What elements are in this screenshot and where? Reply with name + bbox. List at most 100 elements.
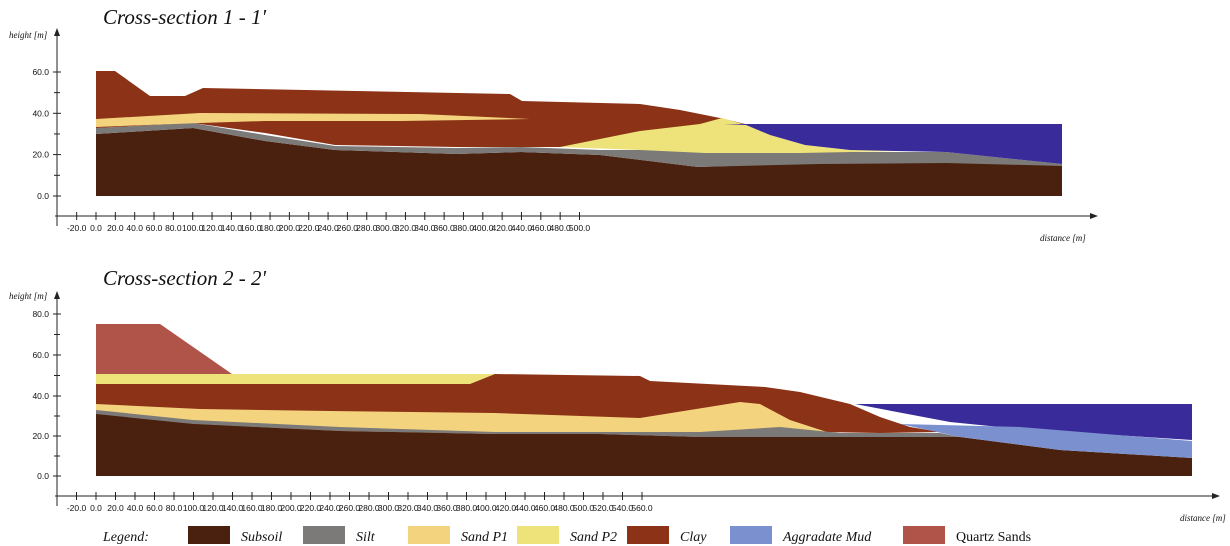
subsoil-layer-2 bbox=[96, 414, 1192, 476]
section-1-x-tick-label: 20.0 bbox=[107, 223, 124, 233]
section-1-y-tick-label: 40.0 bbox=[32, 108, 49, 118]
section-1-x-tick-label: 320.0 bbox=[395, 223, 417, 233]
section-1-x-tick-label: 360.0 bbox=[433, 223, 455, 233]
section-2-x-tick-label: 0.0 bbox=[90, 503, 102, 513]
section-1-x-tick-label: 160.0 bbox=[240, 223, 262, 233]
section-1-x-tick-label: 420.0 bbox=[491, 223, 513, 233]
section-1-x-tick-label: 180.0 bbox=[259, 223, 281, 233]
section-2-y-tick-label: 40.0 bbox=[32, 391, 49, 401]
section-2-x-tick-label: 440.0 bbox=[514, 503, 536, 513]
water-2 bbox=[855, 404, 1192, 440]
sandp1-layer-1 bbox=[96, 113, 530, 127]
subsoil-layer-1 bbox=[96, 128, 1062, 196]
legend-title: Legend: bbox=[102, 530, 149, 545]
section-1-x-tick-label: 60.0 bbox=[146, 223, 163, 233]
section-2-x-tick-label: 40.0 bbox=[127, 503, 144, 513]
section-2-ylabel: height [m] bbox=[9, 291, 48, 301]
section-2-x-tick-label: 360.0 bbox=[436, 503, 458, 513]
section-2-x-tick-label: 220.0 bbox=[300, 503, 322, 513]
section-1-x-tick-label: 460.0 bbox=[530, 223, 552, 233]
section-2-x-tick-label: 560.0 bbox=[631, 503, 653, 513]
section-2-y-tick-label: 80.0 bbox=[32, 309, 49, 319]
mud-layer-2 bbox=[900, 424, 1192, 458]
section-2-x-tick-label: 300.0 bbox=[378, 503, 400, 513]
legend-swatch-clay bbox=[627, 526, 669, 544]
section-2-x-tick-label: 120.0 bbox=[202, 503, 224, 513]
section-2-x-tick-label: 60.0 bbox=[146, 503, 163, 513]
section-1-title: Cross-section 1 - 1' bbox=[103, 5, 266, 29]
section-1-x-tick-label: 300.0 bbox=[375, 223, 397, 233]
section-2-y-tick-label: 0.0 bbox=[37, 471, 49, 481]
section-2-x-tick-label: 520.0 bbox=[592, 503, 614, 513]
section-2-x-tick-label: 500.0 bbox=[573, 503, 595, 513]
legend-swatch-silt bbox=[303, 526, 345, 544]
section-2-x-tick-label: 260.0 bbox=[339, 503, 361, 513]
section-2-x-tick-label: 100.0 bbox=[183, 503, 205, 513]
section-2-y-arrow bbox=[54, 291, 60, 299]
clay-layer-1 bbox=[96, 71, 745, 147]
section-2-x-tick-label: 200.0 bbox=[280, 503, 302, 513]
silt-layer-1 bbox=[96, 123, 1062, 167]
section-2-x-tick-label: 140.0 bbox=[222, 503, 244, 513]
section-2-x-tick-label: -20.0 bbox=[67, 503, 87, 513]
section-2-x-tick-label: 420.0 bbox=[495, 503, 517, 513]
section-1-x-tick-label: 400.0 bbox=[472, 223, 494, 233]
sandp2-layer-2 bbox=[96, 374, 495, 384]
section-1-x-tick-label: 80.0 bbox=[165, 223, 182, 233]
section-1-xlabel: distance [m] bbox=[1040, 233, 1086, 243]
section-2-x-tick-label: 340.0 bbox=[417, 503, 439, 513]
section-1: Cross-section 1 - 1' height [m] distance… bbox=[9, 5, 1098, 243]
sandp2-layer-1 bbox=[560, 118, 900, 153]
section-2-title: Cross-section 2 - 2' bbox=[103, 266, 266, 290]
section-1-y-ticks: 0.0 20.0 40.0 60.0 bbox=[32, 67, 61, 201]
silt-layer-2 bbox=[96, 410, 960, 437]
water-1 bbox=[724, 124, 1062, 164]
legend-swatch-quartz bbox=[903, 526, 945, 544]
legend: Legend: Subsoil Silt Sand P1 Sand P2 Cla… bbox=[102, 526, 1031, 545]
section-1-x-tick-label: 220.0 bbox=[298, 223, 320, 233]
legend-swatch-subsoil bbox=[188, 526, 230, 544]
legend-label-sandp2: Sand P2 bbox=[570, 530, 617, 545]
section-2-y-ticks: 0.0 20.0 40.0 60.0 80.0 bbox=[32, 309, 61, 481]
section-2-x-tick-label: 320.0 bbox=[397, 503, 419, 513]
section-2-x-tick-label: 80.0 bbox=[166, 503, 183, 513]
section-1-x-tick-label: 240.0 bbox=[317, 223, 339, 233]
section-1-x-tick-label: 100.0 bbox=[182, 223, 204, 233]
section-1-y-tick-label: 60.0 bbox=[32, 67, 49, 77]
section-1-x-tick-label: 140.0 bbox=[221, 223, 243, 233]
quartz-layer-2 bbox=[96, 324, 232, 374]
section-2: Cross-section 2 - 2' height [m] distance… bbox=[9, 266, 1226, 523]
section-1-x-tick-label: 200.0 bbox=[279, 223, 301, 233]
section-2-x-tick-label: 280.0 bbox=[358, 503, 380, 513]
legend-label-clay: Clay bbox=[680, 530, 707, 545]
legend-label-sandp1: Sand P1 bbox=[461, 530, 508, 545]
section-1-x-arrow bbox=[1090, 213, 1098, 219]
section-1-y-arrow bbox=[54, 28, 60, 36]
section-2-x-tick-label: 180.0 bbox=[261, 503, 283, 513]
section-2-x-tick-label: 20.0 bbox=[107, 503, 124, 513]
section-1-x-tick-label: 0.0 bbox=[90, 223, 102, 233]
section-2-x-tick-label: 480.0 bbox=[553, 503, 575, 513]
section-2-x-tick-label: 460.0 bbox=[534, 503, 556, 513]
section-1-x-tick-label: 380.0 bbox=[453, 223, 475, 233]
section-2-y-tick-label: 20.0 bbox=[32, 431, 49, 441]
section-1-x-tick-label: 120.0 bbox=[201, 223, 223, 233]
section-1-x-tick-label: 500.0 bbox=[569, 223, 591, 233]
legend-label-mud: Aggradate Mud bbox=[782, 530, 872, 545]
section-2-x-tick-label: 400.0 bbox=[475, 503, 497, 513]
legend-label-subsoil: Subsoil bbox=[241, 530, 282, 545]
section-2-x-tick-label: 380.0 bbox=[456, 503, 478, 513]
section-1-x-tick-label: 480.0 bbox=[550, 223, 572, 233]
legend-label-silt: Silt bbox=[356, 530, 376, 545]
section-1-y-tick-label: 0.0 bbox=[37, 191, 49, 201]
section-1-y-tick-label: 20.0 bbox=[32, 150, 49, 160]
section-1-x-tick-label: 40.0 bbox=[126, 223, 143, 233]
legend-swatch-mud bbox=[730, 526, 772, 544]
section-1-x-tick-label: 280.0 bbox=[356, 223, 378, 233]
section-1-x-tick-label: 440.0 bbox=[511, 223, 533, 233]
section-2-y-tick-label: 60.0 bbox=[32, 350, 49, 360]
legend-swatch-sandp1 bbox=[408, 526, 450, 544]
section-1-x-tick-label: 260.0 bbox=[337, 223, 359, 233]
section-2-x-tick-label: 240.0 bbox=[319, 503, 341, 513]
